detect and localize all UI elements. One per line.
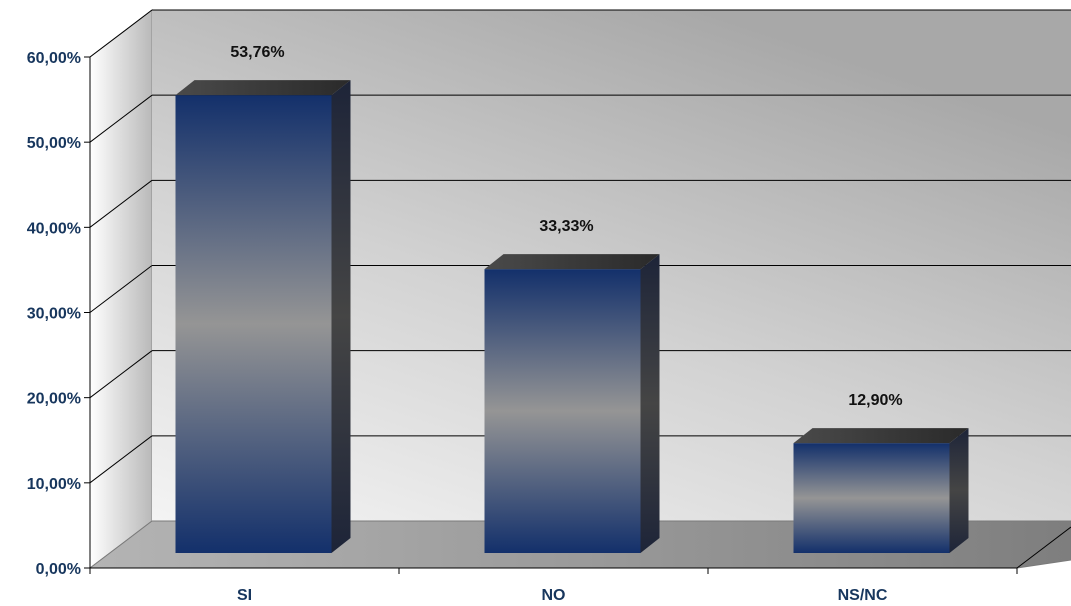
y-tick-label: 50,00% xyxy=(27,135,81,152)
bar-side xyxy=(949,428,969,553)
y-tick-label: 60,00% xyxy=(27,50,81,67)
y-tick-label: 40,00% xyxy=(27,220,81,237)
bars xyxy=(175,80,969,554)
side-gridline xyxy=(89,9,153,58)
bar-top xyxy=(793,428,969,444)
data-label: 53,76% xyxy=(230,44,284,61)
bar-front xyxy=(175,95,332,554)
y-tick-label: 0,00% xyxy=(36,561,81,578)
side-gridline xyxy=(89,94,153,143)
bar-top xyxy=(484,254,660,270)
bar xyxy=(484,254,660,553)
x-tick-label: SI xyxy=(237,587,252,604)
bar-front xyxy=(793,443,950,553)
side-gridline xyxy=(89,435,153,484)
x-tick-label: NO xyxy=(542,587,566,604)
bar-side xyxy=(640,254,660,553)
x-tick-label: NS/NC xyxy=(838,587,888,604)
y-tick-label: 20,00% xyxy=(27,391,81,408)
data-labels: 53,76% 33,33% 12,90% xyxy=(230,44,902,409)
side-gridline xyxy=(89,265,153,313)
y-tick-label: 10,00% xyxy=(27,476,81,493)
side-gridline xyxy=(89,179,153,228)
floor-edge xyxy=(1016,526,1071,569)
x-axis: SI NO NS/NC xyxy=(89,526,1071,604)
data-label: 12,90% xyxy=(848,392,902,409)
bar xyxy=(175,80,351,554)
bar-top xyxy=(175,80,351,96)
data-label: 33,33% xyxy=(539,218,593,235)
bar-side xyxy=(331,80,351,554)
y-axis: 0,00% 10,00% 20,00% 30,00% 40,00% 50,00% 60,00… xyxy=(27,50,91,578)
bar xyxy=(793,428,969,553)
bar-front xyxy=(484,269,641,553)
side-gridline xyxy=(89,350,153,399)
y-tick-label: 30,00% xyxy=(27,306,81,323)
